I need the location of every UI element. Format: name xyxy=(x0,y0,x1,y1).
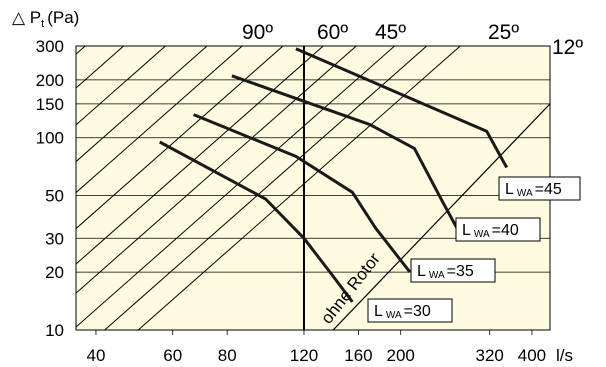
lwa-label-text: L WA =30 xyxy=(374,303,431,321)
x-tick-label: 400 xyxy=(518,346,546,365)
lwa-label: L WA =40 xyxy=(455,217,541,242)
x-tick-label: 40 xyxy=(86,346,105,365)
x-tick-label: 120 xyxy=(290,346,318,365)
lwa-labels: L WA =30 L WA =35 L WA =40 L WA =45 xyxy=(367,176,581,323)
y-tick-label: 100 xyxy=(36,129,64,148)
y-tick-label: 30 xyxy=(45,229,64,248)
angle-label-60: 60º xyxy=(317,21,348,44)
curves xyxy=(158,47,509,303)
lwa-label: L WA =45 xyxy=(498,176,581,201)
lwa-label-box xyxy=(410,258,496,283)
angle-label-12: 12º xyxy=(552,36,583,59)
curve-series xyxy=(295,47,509,169)
x-tick-labels: 40 60 80 120 160 200 320 400 xyxy=(86,346,546,365)
system-line xyxy=(76,46,243,193)
lwa-label-text: L WA =45 xyxy=(505,181,562,199)
y-tick-label: 200 xyxy=(36,71,64,90)
y-axis-label: △ Pt (Pa) xyxy=(12,8,79,30)
x-tick-label: 60 xyxy=(163,346,182,365)
angle-label-45: 45º xyxy=(375,21,406,44)
x-tick-label: 320 xyxy=(476,346,504,365)
vertical-gridlines xyxy=(95,330,533,335)
x-tick-label: 200 xyxy=(387,346,415,365)
y-axis-label-unit: (Pa) xyxy=(47,8,79,27)
lwa-label: L WA =30 xyxy=(367,298,453,323)
x-tick-label: 160 xyxy=(344,346,372,365)
system-line xyxy=(76,46,284,229)
lwa-label-box xyxy=(367,298,453,323)
lwa-label: L WA =35 xyxy=(410,258,496,283)
system-line xyxy=(76,46,396,328)
x-axis-unit: l/s xyxy=(556,346,573,365)
curve-series xyxy=(231,74,463,237)
system-line xyxy=(76,46,167,126)
lwa-label-text: L WA =40 xyxy=(462,222,519,240)
system-lines xyxy=(76,0,550,330)
system-line xyxy=(76,0,550,19)
x-tick-label: 80 xyxy=(218,346,237,365)
curve-series xyxy=(158,140,354,303)
plot-area xyxy=(75,45,551,331)
system-line xyxy=(76,46,208,162)
angle-label-90: 90º xyxy=(242,21,273,44)
y-tick-label: 20 xyxy=(45,263,64,282)
angle-label-25: 25º xyxy=(488,21,519,44)
system-line xyxy=(103,46,428,330)
system-line xyxy=(137,46,461,330)
lwa-label-box xyxy=(498,176,581,201)
system-line xyxy=(76,46,357,294)
y-tick-label: 10 xyxy=(45,321,64,340)
no-rotor-line xyxy=(332,103,550,330)
y-tick-label: 300 xyxy=(36,37,64,56)
y-tick-label: 50 xyxy=(45,187,64,206)
lwa-label-text: L WA =35 xyxy=(417,263,474,281)
curve-series xyxy=(193,113,412,274)
y-tick-label: 150 xyxy=(36,95,64,114)
lwa-label-box xyxy=(455,217,541,242)
y-tick-labels: 10 20 30 50 100 150 200 300 xyxy=(36,37,64,340)
y-axis-label-sub: t xyxy=(41,18,44,30)
